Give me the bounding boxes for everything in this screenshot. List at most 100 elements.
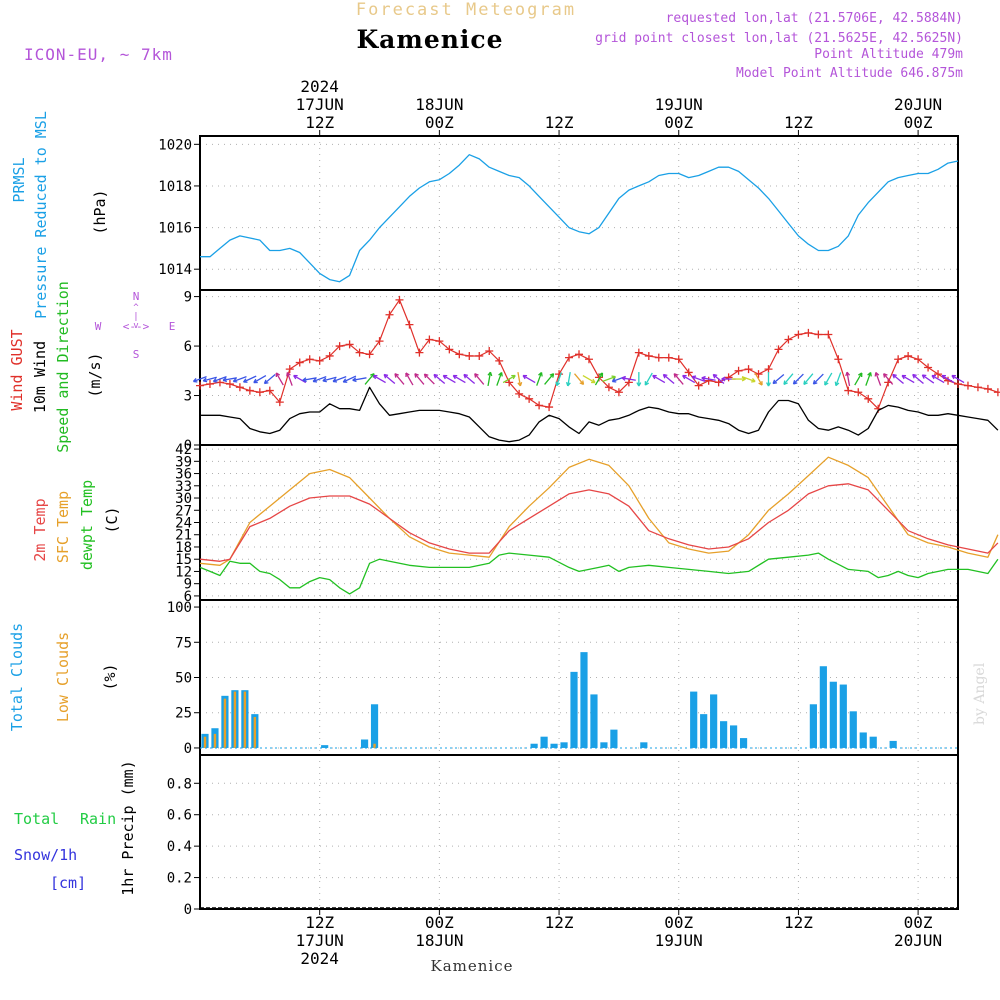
compass-w: W <box>95 320 102 333</box>
compass-n: N <box>133 290 140 303</box>
wind-direction-arrowhead <box>892 373 897 379</box>
wind-direction-arrow <box>405 372 414 386</box>
header: Forecast Meteogram Kamenice ICON-EU, ~ 7… <box>24 0 963 81</box>
y-tick-label: 12 <box>175 564 192 580</box>
total-cloud-bar <box>730 725 738 748</box>
low-cloud-bar <box>203 736 207 748</box>
total-cloud-bar <box>540 736 548 748</box>
wind-direction-arrowhead <box>322 377 327 383</box>
wind-direction-arrow <box>332 376 347 383</box>
total-cloud-bar <box>839 684 847 748</box>
wind-direction-arrowhead <box>652 374 657 380</box>
wind-direction-arrowhead <box>792 379 798 385</box>
gust-marker <box>734 366 743 375</box>
wind-direction-arrow <box>463 374 476 385</box>
y-tick-label: 39 <box>175 454 192 470</box>
wind-direction-arrow <box>621 377 636 381</box>
gust-marker <box>255 388 264 397</box>
gust-marker <box>904 351 913 360</box>
total-cloud-bar <box>640 742 648 748</box>
gust-marker <box>196 381 204 390</box>
gust-marker <box>395 295 404 304</box>
axis-label: Total Clouds <box>8 623 26 731</box>
y-tick-label: 0.2 <box>167 871 192 887</box>
wind-direction-arrow <box>754 372 763 386</box>
panel-pressure: 1014 1016 1018 1020 <box>158 135 959 291</box>
total-cloud-bar <box>869 736 877 748</box>
gust-marker <box>824 330 833 339</box>
wind-direction-arrowhead <box>867 371 872 377</box>
wind-direction-arrow <box>931 374 945 384</box>
axis-label: Low Clouds <box>54 632 72 722</box>
gust-marker <box>584 355 593 364</box>
gust-marker <box>704 376 713 385</box>
gust-marker <box>355 348 364 357</box>
wind-direction-arrow <box>883 373 894 385</box>
gust-marker <box>993 388 1000 397</box>
low-cloud-bar <box>213 733 217 748</box>
gust-marker <box>525 394 534 403</box>
wind-direction-arrowhead <box>383 373 389 379</box>
gust-marker <box>235 383 244 392</box>
gust-marker <box>465 351 474 360</box>
y-tick-label: 9 <box>184 290 192 306</box>
gust-marker <box>445 345 454 354</box>
wind-direction-arrowhead <box>332 378 338 383</box>
wind-direction-arrow <box>941 374 955 384</box>
wind-direction-arrowhead <box>812 379 818 385</box>
wind-direction-arrowhead <box>834 381 840 387</box>
wind-direction-arrow <box>233 376 247 383</box>
temp-2m-line <box>199 483 999 562</box>
total-cloud-bar <box>550 743 558 748</box>
gust-marker <box>565 353 574 362</box>
wind-direction-arrowhead <box>192 378 198 383</box>
precip-snow-unit: [cm] <box>50 874 86 892</box>
gust-marker <box>535 401 544 410</box>
wind-direction-arrow <box>652 374 666 384</box>
wind-direction-arrowhead <box>721 376 726 382</box>
gust-marker <box>914 355 923 364</box>
wind-direction-arrowhead <box>712 373 718 379</box>
y-tick-label: 1016 <box>158 221 192 237</box>
gust-marker <box>275 398 284 407</box>
wind-speed-line <box>200 386 999 443</box>
gust-marker <box>973 383 982 392</box>
wind-direction-arrow <box>293 374 307 384</box>
gust-marker <box>744 365 753 374</box>
wind-direction-arrow <box>222 377 237 381</box>
total-cloud-bar <box>321 745 329 748</box>
y-tick-label: 25 <box>175 706 192 722</box>
gust-marker <box>305 355 314 364</box>
gust-marker <box>864 394 873 403</box>
gust-marker <box>555 370 564 379</box>
model-altitude: Model Point Altitude 646.875m <box>736 66 963 81</box>
total-cloud-bar <box>889 740 897 748</box>
y-tick-label: 15 <box>175 552 192 568</box>
wind-direction-arrow <box>502 374 516 384</box>
time-label: 12Z <box>545 913 574 932</box>
total-cloud-bar <box>739 738 748 748</box>
y-tick-label: 18 <box>175 540 192 556</box>
wind-direction-arrowhead <box>538 371 543 377</box>
wind-direction-arrowhead <box>452 374 458 380</box>
compass-ns-part: | <box>133 312 138 322</box>
wind-direction-arrowhead <box>286 371 291 377</box>
gust-marker <box>415 348 424 357</box>
gust-marker <box>435 337 444 346</box>
gust-marker <box>495 356 504 365</box>
gust-marker <box>545 403 554 412</box>
wind-direction-arrowhead <box>824 381 829 386</box>
wind-direction-arrowhead <box>352 377 357 383</box>
gust-marker <box>644 351 653 360</box>
gust-marker <box>894 355 903 364</box>
wind-direction-arrow <box>487 372 492 387</box>
panel-clouds: 0 25 50 75 100 <box>167 599 959 757</box>
axis-label: Pressure Reduced to MSL <box>32 111 50 319</box>
wind-direction-arrowhead <box>405 372 410 377</box>
y-tick-label: 36 <box>175 467 192 483</box>
gust-marker <box>983 384 992 393</box>
y-tick-label: 6 <box>184 339 192 355</box>
